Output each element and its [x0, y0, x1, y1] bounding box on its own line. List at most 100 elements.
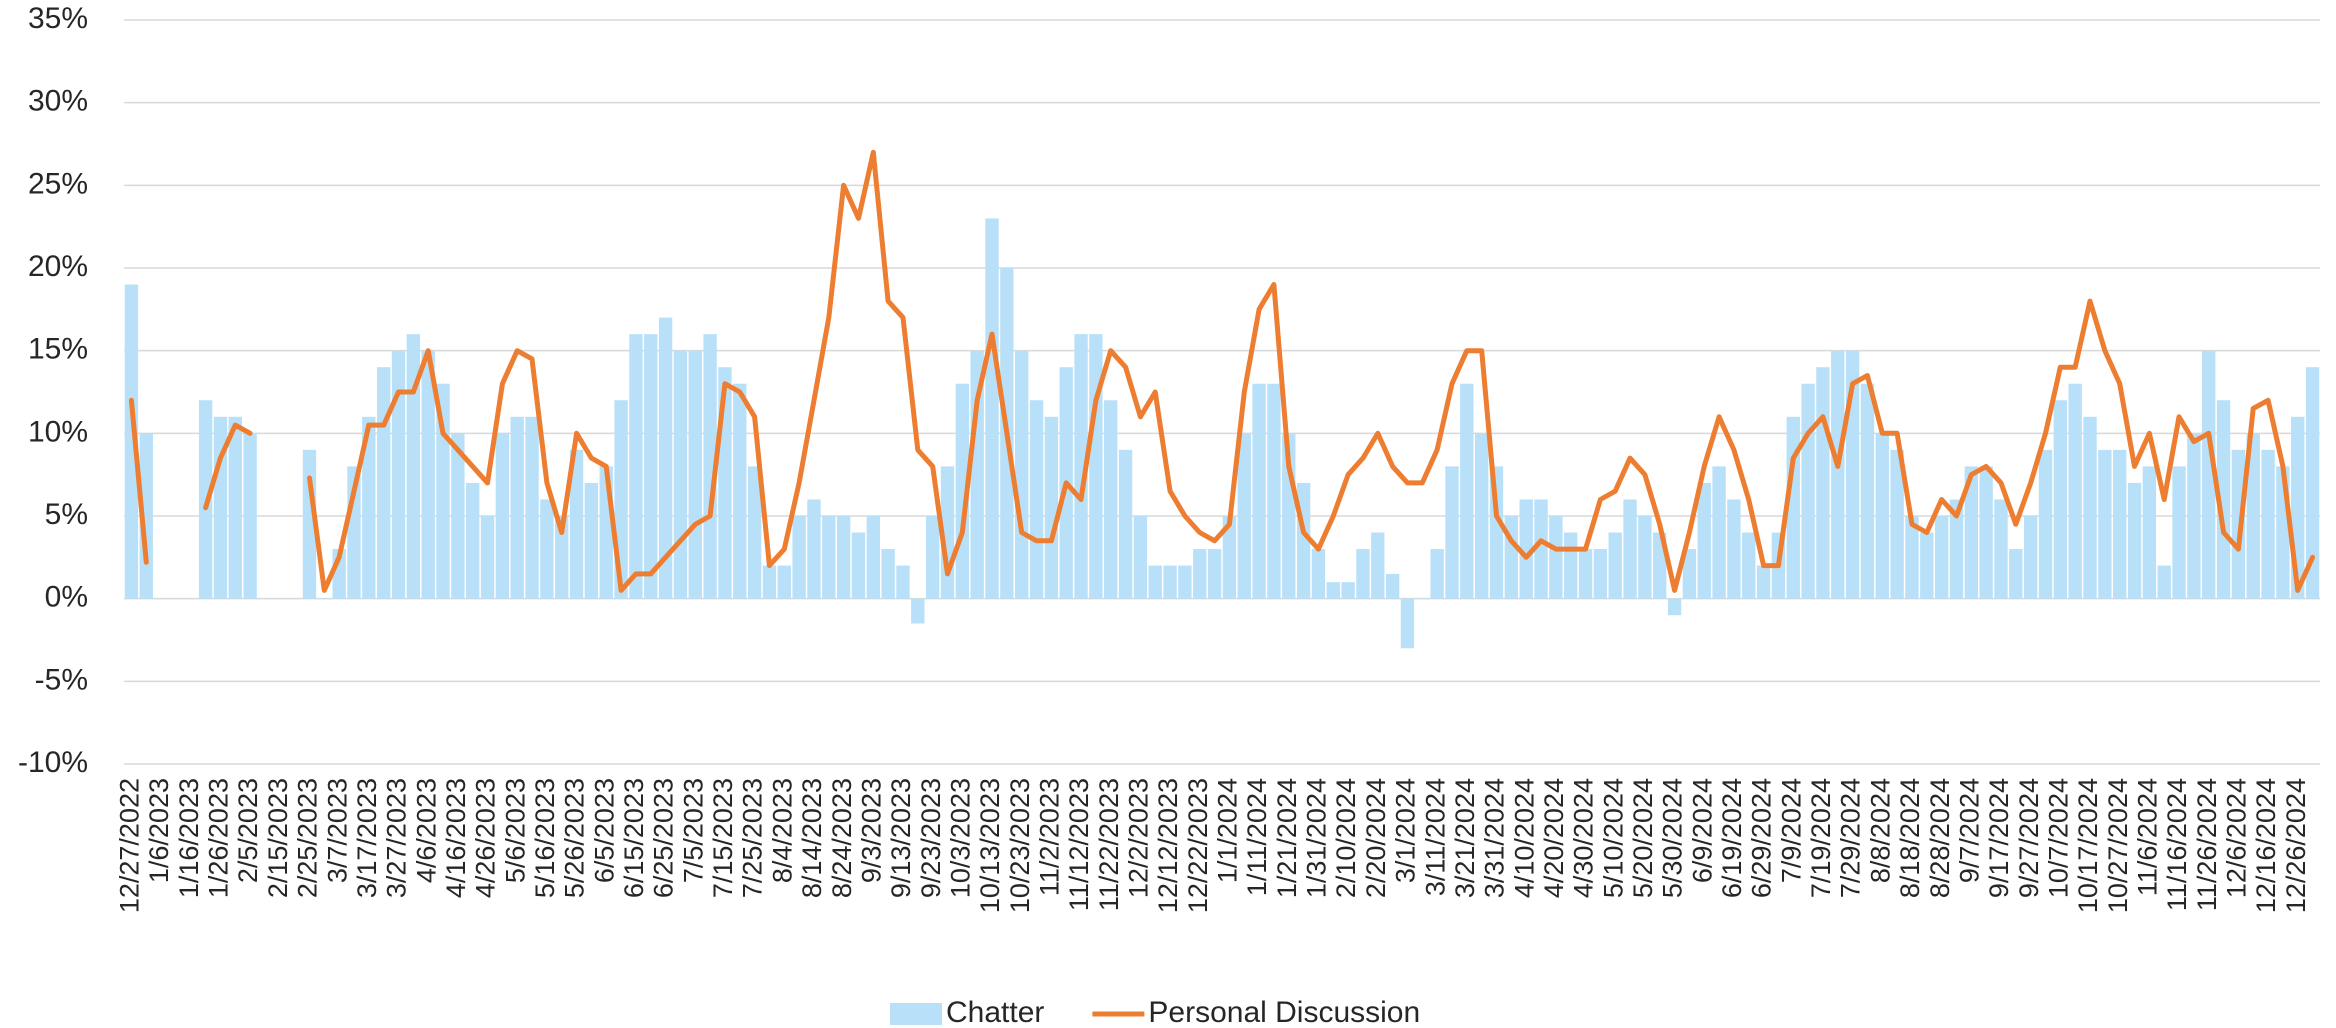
- bar: [2157, 565, 2171, 599]
- y-tick-label: 25%: [28, 167, 88, 200]
- bar: [1207, 549, 1222, 599]
- bar: [406, 334, 421, 599]
- bar: [2023, 516, 2038, 599]
- bar: [1964, 466, 1978, 599]
- bar: [2083, 416, 2097, 599]
- x-tick-label: 9/27/2024: [2014, 778, 2044, 898]
- x-tick-label: 5/10/2024: [1598, 778, 1628, 898]
- x-tick-label: 6/9/2024: [1687, 778, 1717, 883]
- x-tick-label: 3/17/2023: [352, 778, 382, 898]
- bar: [1163, 565, 1177, 599]
- bar: [555, 516, 569, 599]
- bar: [1682, 549, 1697, 599]
- bar: [1178, 565, 1192, 599]
- bar: [421, 350, 435, 599]
- x-tick-label: 3/7/2023: [322, 778, 352, 883]
- x-tick-label: 1/6/2023: [144, 778, 174, 883]
- x-tick-label: 6/25/2023: [649, 778, 679, 898]
- x-tick-label: 1/26/2023: [204, 778, 234, 898]
- bar: [1044, 416, 1059, 599]
- bar: [2127, 482, 2142, 599]
- legend-label: Chatter: [946, 996, 1044, 1028]
- x-tick-label: 3/1/2024: [1391, 778, 1421, 883]
- bar: [807, 499, 821, 599]
- bar: [1578, 549, 1593, 599]
- x-tick-label: 5/20/2024: [1628, 778, 1658, 898]
- y-tick-label: 30%: [28, 85, 88, 118]
- bar: [1593, 549, 1608, 599]
- bar: [1193, 549, 1207, 599]
- bar: [1074, 334, 1088, 599]
- bar: [629, 334, 643, 599]
- x-tick-label: 7/25/2023: [738, 778, 768, 898]
- bar: [733, 383, 747, 599]
- x-tick-label: 10/27/2024: [2103, 778, 2133, 913]
- bar: [925, 516, 940, 599]
- bar: [1104, 400, 1118, 599]
- bar: [243, 433, 257, 599]
- bar: [495, 433, 510, 599]
- bar: [569, 449, 584, 599]
- x-tick-label: 12/12/2023: [1153, 778, 1183, 913]
- x-tick-label: 8/24/2023: [827, 778, 857, 898]
- bar: [480, 516, 495, 599]
- bar: [2053, 400, 2068, 599]
- bar: [1564, 532, 1578, 599]
- bar: [777, 565, 791, 599]
- bar: [2172, 466, 2186, 599]
- bar: [2216, 400, 2231, 599]
- bar: [451, 433, 465, 599]
- x-tick-label: 10/13/2023: [975, 778, 1005, 913]
- x-tick-label: 1/1/2024: [1213, 778, 1243, 883]
- bar: [851, 532, 866, 599]
- x-tick-label: 8/18/2024: [1895, 778, 1925, 898]
- bar: [658, 317, 673, 599]
- bar: [1341, 582, 1355, 599]
- bar: [1267, 383, 1281, 599]
- y-tick-label: -10%: [18, 746, 88, 779]
- x-tick-label: 4/30/2024: [1569, 778, 1599, 898]
- x-tick-label: 8/4/2023: [767, 778, 797, 883]
- x-tick-label: 1/16/2023: [174, 778, 204, 898]
- x-tick-label: 4/16/2023: [441, 778, 471, 898]
- bar: [317, 598, 331, 600]
- y-tick-label: 35%: [28, 2, 88, 35]
- x-tick-label: 9/17/2024: [1984, 778, 2014, 898]
- bar: [124, 284, 139, 599]
- x-tick-label: 6/15/2023: [619, 778, 649, 898]
- bar: [1237, 433, 1251, 599]
- bar: [1415, 598, 1429, 600]
- legend-label: Personal Discussion: [1148, 996, 1420, 1028]
- x-tick-label: 2/10/2024: [1331, 778, 1361, 898]
- bar: [228, 416, 242, 599]
- x-tick-label: 10/7/2024: [2043, 778, 2073, 898]
- bar: [1920, 532, 1934, 599]
- bar: [1994, 499, 2008, 599]
- x-tick-label: 6/19/2024: [1717, 778, 1747, 898]
- bar: [1890, 449, 1904, 599]
- x-tick-label: 8/28/2024: [1925, 778, 1955, 898]
- y-tick-label: 5%: [45, 498, 88, 531]
- bar: [540, 499, 554, 599]
- bar: [1934, 516, 1949, 599]
- x-tick-label: 11/12/2023: [1064, 778, 1094, 911]
- bar: [2187, 433, 2201, 599]
- bar: [1015, 350, 1029, 599]
- bar: [584, 482, 599, 599]
- bar: [1089, 334, 1103, 599]
- x-tick-label: 12/6/2024: [2222, 778, 2252, 898]
- x-tick-label: 1/21/2024: [1272, 778, 1302, 898]
- x-tick-label: 12/22/2023: [1183, 778, 1213, 913]
- x-tick-label: 9/23/2023: [916, 778, 946, 898]
- x-tick-label: 4/10/2024: [1509, 778, 1539, 898]
- x-tick-label: 12/27/2022: [115, 778, 145, 913]
- x-tick-label: 2/5/2023: [233, 778, 263, 883]
- x-tick-label: 11/22/2023: [1094, 778, 1124, 911]
- x-tick-label: 6/5/2023: [589, 778, 619, 883]
- bar: [1534, 499, 1548, 599]
- bar: [1979, 466, 1993, 599]
- x-tick-label: 3/31/2024: [1480, 778, 1510, 898]
- x-tick-label: 10/3/2023: [945, 778, 975, 898]
- bar: [1460, 383, 1474, 599]
